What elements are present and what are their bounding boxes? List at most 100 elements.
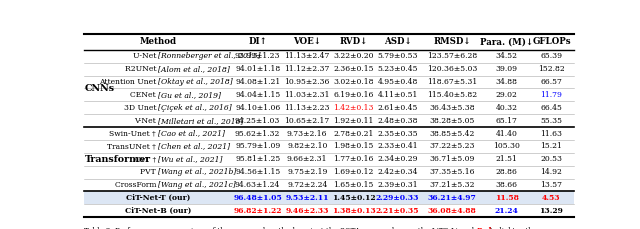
Text: CNNs: CNNs [84,84,115,93]
Text: CrossForm: CrossForm [115,181,158,189]
Text: [Oktay et al., 2018]: [Oktay et al., 2018] [158,78,233,86]
Text: 37.22±5.23: 37.22±5.23 [429,142,475,150]
Text: 3.02±0.18: 3.02±0.18 [333,78,374,86]
Text: 123.57±6.28: 123.57±6.28 [427,52,477,60]
Text: CiT-Net-B (our): CiT-Net-B (our) [125,207,191,215]
Text: 10.65±2.17: 10.65±2.17 [285,117,330,125]
Text: DI↑: DI↑ [248,37,267,46]
Text: 1.45±0.12: 1.45±0.12 [332,194,376,202]
Text: 94.01±1.18: 94.01±1.18 [235,65,280,73]
Text: 2.21±0.35: 2.21±0.35 [376,207,419,215]
Text: 9.46±2.33: 9.46±2.33 [285,207,329,215]
Text: 11.63: 11.63 [540,130,563,138]
Text: 13.57: 13.57 [540,181,563,189]
Text: 2.61±0.45: 2.61±0.45 [378,104,418,112]
Text: [Cao et al., 2021]: [Cao et al., 2021] [158,130,225,138]
Text: 21.24: 21.24 [495,207,518,215]
Text: 105.30: 105.30 [493,142,520,150]
Text: 2.36±0.15: 2.36±0.15 [333,65,374,73]
Text: [Ronneberger et al., 2015]: [Ronneberger et al., 2015] [158,52,261,60]
Text: 95.81±1.25: 95.81±1.25 [235,155,280,163]
Text: 2.34±0.29: 2.34±0.29 [378,155,418,163]
Text: 5.23±0.45: 5.23±0.45 [378,65,418,73]
Text: 1.38±0.13: 1.38±0.13 [332,207,376,215]
Text: CENet: CENet [131,91,158,99]
Text: 20.53: 20.53 [540,155,563,163]
Text: 3D Unet: 3D Unet [124,104,158,112]
Text: 120.36±5.03: 120.36±5.03 [427,65,477,73]
Text: 9.75±2.19: 9.75±2.19 [287,168,328,176]
Text: CvT †: CvT † [135,155,158,163]
Text: 41.40: 41.40 [495,130,518,138]
Text: 152.82: 152.82 [538,65,565,73]
Text: Para. (M)↓: Para. (M)↓ [480,37,533,46]
Text: VOE↓: VOE↓ [293,37,321,46]
Text: 9.53±2.11: 9.53±2.11 [285,194,329,202]
Text: RVD↓: RVD↓ [339,37,368,46]
Text: 55.35: 55.35 [540,117,563,125]
Text: 118.67±5.31: 118.67±5.31 [427,78,477,86]
Text: 2.29±0.33: 2.29±0.33 [376,194,419,202]
Text: 1.69±0.12: 1.69±0.12 [333,168,374,176]
Text: 40.32: 40.32 [495,104,518,112]
Text: [Wang et al., 2021b]: [Wang et al., 2021b] [158,168,237,176]
Text: 11.03±2.31: 11.03±2.31 [285,91,330,99]
Text: 2.48±0.38: 2.48±0.38 [378,117,418,125]
Text: 96.48±1.05: 96.48±1.05 [233,194,282,202]
Text: Swin-Unet †: Swin-Unet † [109,130,158,138]
Text: 15.21: 15.21 [541,142,563,150]
Text: 93.99±1.23: 93.99±1.23 [235,52,280,60]
Text: Transformer: Transformer [84,155,150,164]
Text: 9.73±2.16: 9.73±2.16 [287,130,328,138]
Text: 1.42±0.13: 1.42±0.13 [333,104,374,112]
Text: 94.10±1.06: 94.10±1.06 [235,104,280,112]
Text: 11.13±2.23: 11.13±2.23 [285,104,330,112]
Text: V-Net: V-Net [134,117,158,125]
Text: 10.95±2.36: 10.95±2.36 [285,78,330,86]
Text: 115.40±5.82: 115.40±5.82 [427,91,477,99]
Text: 36.43±5.38: 36.43±5.38 [429,104,475,112]
Text: [Gu et al., 2019]: [Gu et al., 2019] [158,91,221,99]
Text: 37.35±5.16: 37.35±5.16 [429,168,475,176]
Text: indicates the: indicates the [488,227,537,229]
Text: 11.79: 11.79 [541,91,563,99]
Text: Table 2: Performance comparison of the proposed method against the SOTA approach: Table 2: Performance comparison of the p… [84,227,523,229]
Text: CiT-Net-T (our): CiT-Net-T (our) [126,194,191,202]
Text: 36.21±4.97: 36.21±4.97 [428,194,476,202]
Text: 13.29: 13.29 [540,207,563,215]
Text: 11.12±2.37: 11.12±2.37 [285,65,330,73]
Text: 4.11±0.51: 4.11±0.51 [378,91,418,99]
Text: 66.57: 66.57 [541,78,563,86]
Text: RMSD↓: RMSD↓ [433,37,471,46]
Text: 21.51: 21.51 [495,155,518,163]
Text: 94.63±1.24: 94.63±1.24 [235,181,280,189]
Text: 14.92: 14.92 [541,168,563,176]
Text: [Çiçek et al., 2016]: [Çiçek et al., 2016] [158,104,232,112]
Text: 2.78±0.21: 2.78±0.21 [333,130,374,138]
Text: 4.53: 4.53 [542,194,561,202]
Bar [84,191,573,204]
Text: 1.65±0.15: 1.65±0.15 [333,181,374,189]
Text: 96.82±1.22: 96.82±1.22 [234,207,282,215]
Text: 9.82±2.10: 9.82±2.10 [287,142,328,150]
Text: [Chen et al., 2021]: [Chen et al., 2021] [158,142,230,150]
Text: 2.39±0.31: 2.39±0.31 [378,181,418,189]
Text: 94.04±1.15: 94.04±1.15 [235,91,280,99]
Text: 29.02: 29.02 [495,91,518,99]
Text: 1.98±0.15: 1.98±0.15 [333,142,374,150]
Text: 2.35±0.35: 2.35±0.35 [378,130,418,138]
Text: 39.09: 39.09 [495,65,518,73]
Text: 95.79±1.09: 95.79±1.09 [235,142,280,150]
Text: 9.72±2.24: 9.72±2.24 [287,181,328,189]
Text: [Milletari et al., 2016]: [Milletari et al., 2016] [158,117,244,125]
Text: 1.92±0.11: 1.92±0.11 [333,117,374,125]
Text: 5.79±0.53: 5.79±0.53 [378,52,418,60]
Text: 65.39: 65.39 [540,52,563,60]
Text: 36.71±5.09: 36.71±5.09 [429,155,475,163]
Text: 28.86: 28.86 [495,168,518,176]
Text: 38.85±5.42: 38.85±5.42 [429,130,475,138]
Text: 1.77±0.16: 1.77±0.16 [333,155,374,163]
Text: 37.21±5.32: 37.21±5.32 [429,181,475,189]
Text: R2UNet: R2UNet [125,65,158,73]
Text: 65.17: 65.17 [495,117,518,125]
